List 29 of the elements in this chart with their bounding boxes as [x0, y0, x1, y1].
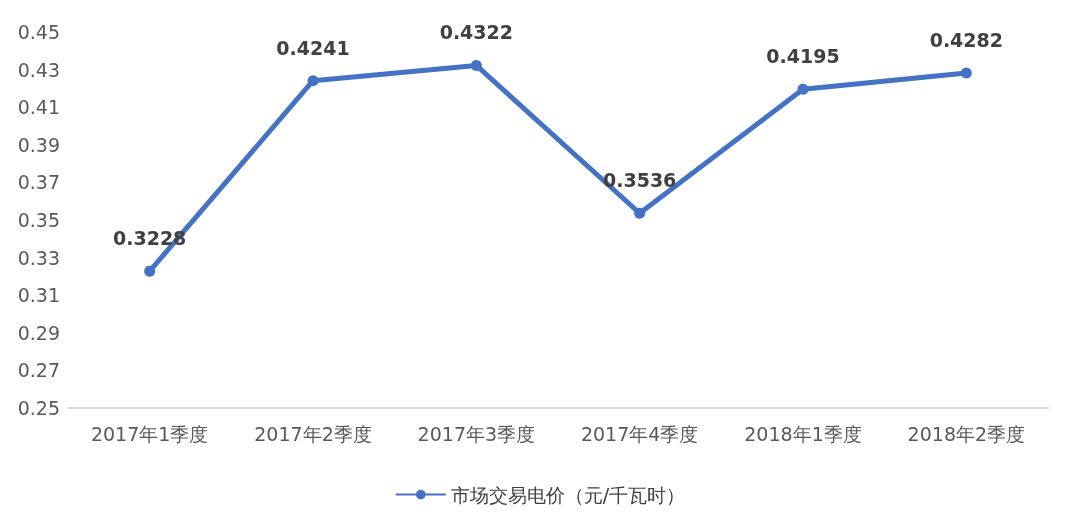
x-tick-label: 2017年2季度: [254, 422, 372, 445]
point: [797, 83, 809, 95]
y-tick-label: 0.29: [17, 321, 60, 344]
y-tick-label: 0.45: [17, 21, 60, 43]
y-tick-label: 0.39: [17, 133, 60, 156]
y-tick-label: 0.41: [17, 96, 60, 119]
data-label: 0.4195: [766, 45, 840, 68]
point: [960, 67, 972, 79]
point: [144, 265, 156, 277]
x-tick-label: 2018年2季度: [907, 422, 1026, 445]
legend-label: 市场交易电价（元/千瓦时）: [450, 483, 686, 506]
data-label: 0.3536: [603, 169, 677, 192]
y-tick-label: 0.27: [17, 359, 60, 382]
data-label: 0.4322: [439, 21, 513, 44]
y-tick-label: 0.37: [17, 171, 60, 194]
y-tick-label: 0.31: [17, 284, 60, 307]
x-tick-label: 2017年4季度: [580, 422, 699, 445]
data-label: 0.4241: [276, 36, 350, 59]
y-tick-label: 0.33: [17, 246, 60, 269]
y-tick-label: 0.25: [17, 397, 60, 419]
x-tick-label: 2017年1季度: [90, 422, 209, 445]
x-tick-label: 2018年1季度: [744, 422, 862, 445]
y-tick-label: 0.35: [17, 209, 60, 231]
point: [634, 207, 646, 219]
x-tick-label: 2017年3季度: [417, 422, 536, 445]
point: [307, 75, 319, 87]
y-tick-label: 0.43: [17, 58, 60, 81]
point: [470, 59, 482, 71]
data-label: 0.4282: [929, 28, 1003, 51]
